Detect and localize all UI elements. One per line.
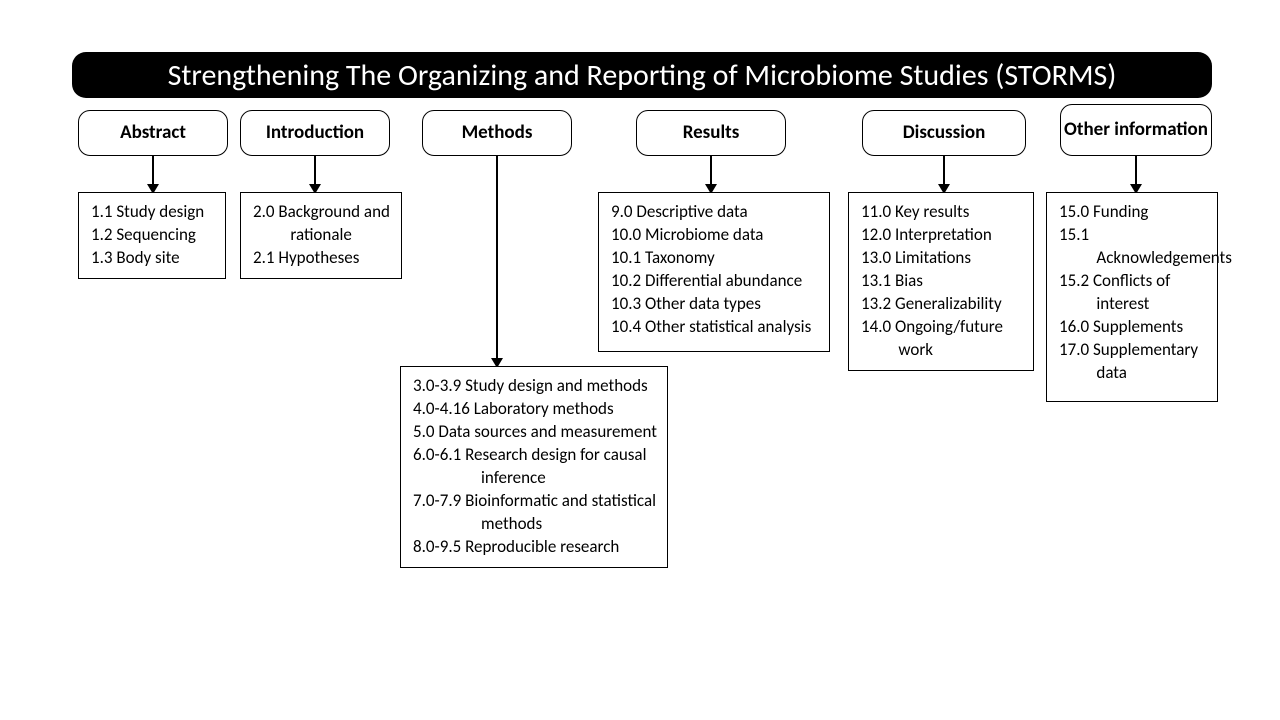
item: 16.0 Supplements [1059, 316, 1207, 339]
section-discussion: Discussion [862, 110, 1026, 156]
title-text: Strengthening The Organizing and Reporti… [168, 57, 1117, 94]
item: 13.0 Limitations [861, 247, 1023, 270]
item: 2.1 Hypotheses [253, 247, 391, 270]
item: 8.0-9.5 Reproducible research [413, 536, 657, 559]
items-introduction: 2.0 Background and rationale2.1 Hypothes… [240, 192, 402, 279]
section-methods: Methods [422, 110, 572, 156]
item: 17.0 Supplementary data [1059, 339, 1207, 385]
section-label: Other information [1064, 119, 1208, 141]
item: 13.1 Bias [861, 270, 1023, 293]
item: 10.4 Other statistical analysis [611, 316, 819, 339]
section-results: Results [636, 110, 786, 156]
item: 9.0 Descriptive data [611, 201, 819, 224]
item: 11.0 Key results [861, 201, 1023, 224]
item: 6.0-6.1 Research design for causal infer… [413, 444, 657, 490]
item: 5.0 Data sources and measurement [413, 421, 657, 444]
item: 12.0 Interpretation [861, 224, 1023, 247]
item: 14.0 Ongoing/future work [861, 316, 1023, 362]
section-other: Other information [1060, 104, 1212, 156]
section-label: Abstract [120, 122, 186, 144]
section-label: Discussion [903, 122, 986, 144]
section-introduction: Introduction [240, 110, 390, 156]
items-other: 15.0 Funding15.1 Acknowledgements15.2 Co… [1046, 192, 1218, 402]
item: 10.2 Differential abundance [611, 270, 819, 293]
item: 1.2 Sequencing [91, 224, 215, 247]
item: 10.0 Microbiome data [611, 224, 819, 247]
item: 1.1 Study design [91, 201, 215, 224]
item: 10.3 Other data types [611, 293, 819, 316]
item: 15.1 Acknowledgements [1059, 224, 1207, 270]
section-label: Methods [462, 122, 533, 144]
item: 2.0 Background and rationale [253, 201, 391, 247]
item: 15.0 Funding [1059, 201, 1207, 224]
section-label: Introduction [266, 122, 364, 144]
item: 15.2 Conflicts of interest [1059, 270, 1207, 316]
items-discussion: 11.0 Key results12.0 Interpretation13.0 … [848, 192, 1034, 371]
item: 1.3 Body site [91, 247, 215, 270]
items-results: 9.0 Descriptive data10.0 Microbiome data… [598, 192, 830, 352]
items-methods: 3.0-3.9 Study design and methods4.0-4.16… [400, 366, 668, 568]
item: 3.0-3.9 Study design and methods [413, 375, 657, 398]
title-bar: Strengthening The Organizing and Reporti… [72, 52, 1212, 98]
item: 10.1 Taxonomy [611, 247, 819, 270]
section-abstract: Abstract [78, 110, 228, 156]
items-abstract: 1.1 Study design1.2 Sequencing1.3 Body s… [78, 192, 226, 279]
item: 13.2 Generalizability [861, 293, 1023, 316]
item: 7.0-7.9 Bioinformatic and statistical me… [413, 490, 657, 536]
item: 4.0-4.16 Laboratory methods [413, 398, 657, 421]
section-label: Results [683, 122, 740, 144]
